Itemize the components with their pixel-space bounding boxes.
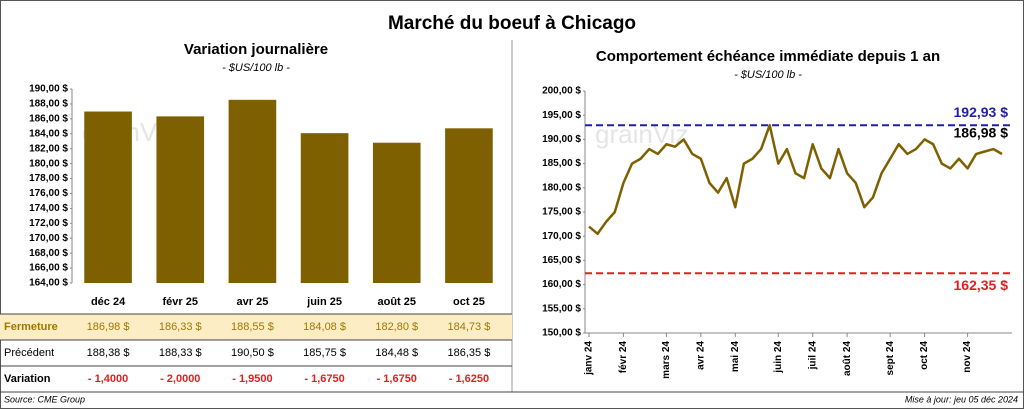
bar bbox=[445, 128, 493, 283]
chart-subtitle: - $US/100 lb - bbox=[734, 69, 802, 81]
table-cell: - 1,4000 bbox=[88, 373, 128, 385]
y-tick-label: 195,00 $ bbox=[542, 110, 581, 121]
row-label: Précédent bbox=[4, 347, 54, 359]
table-cell: 184,48 $ bbox=[375, 347, 418, 359]
y-tick-label: 172,00 $ bbox=[29, 218, 68, 229]
bar bbox=[84, 111, 132, 283]
x-tick-label: avr 24 bbox=[695, 341, 706, 370]
x-tick-label: oct 24 bbox=[919, 341, 930, 370]
bar bbox=[372, 142, 421, 283]
y-tick-label: 200,00 $ bbox=[542, 86, 581, 97]
y-tick-label: 174,00 $ bbox=[29, 203, 68, 214]
y-tick-label: 190,00 $ bbox=[29, 84, 68, 95]
table-cell: 188,33 $ bbox=[159, 347, 202, 359]
table-cell: 188,38 $ bbox=[87, 347, 130, 359]
x-tick-label: mars 24 bbox=[661, 341, 672, 379]
x-tick-label: juin 24 bbox=[773, 341, 784, 374]
y-tick-label: 176,00 $ bbox=[29, 188, 68, 199]
page-title: Marché du boeuf à Chicago bbox=[388, 13, 636, 34]
y-tick-label: 160,00 $ bbox=[542, 279, 581, 290]
y-tick-label: 188,00 $ bbox=[29, 99, 68, 110]
y-tick-label: 180,00 $ bbox=[29, 158, 68, 169]
row-label: Fermeture bbox=[4, 321, 58, 333]
x-tick-label: juin 25 bbox=[306, 296, 342, 308]
table-cell: - 1,6250 bbox=[449, 373, 489, 385]
reference-label: 192,93 $ bbox=[954, 104, 1009, 120]
table-cell: 184,73 $ bbox=[448, 321, 491, 333]
y-tick-label: 184,00 $ bbox=[29, 128, 68, 139]
chart-title: Comportement échéance immédiate depuis 1… bbox=[596, 48, 940, 65]
y-tick-label: 150,00 $ bbox=[542, 328, 581, 339]
x-tick-label: oct 25 bbox=[453, 296, 485, 308]
y-tick-label: 190,00 $ bbox=[542, 134, 581, 145]
close-row-bg bbox=[0, 314, 512, 340]
table-cell: 186,35 $ bbox=[448, 347, 491, 359]
chart-title: Variation journalière bbox=[184, 41, 328, 58]
y-tick-label: 166,00 $ bbox=[29, 263, 68, 274]
price-line bbox=[588, 123, 1003, 236]
x-tick-label: août 24 bbox=[842, 341, 853, 376]
y-tick-label: 186,00 $ bbox=[29, 113, 68, 124]
x-tick-label: nov 24 bbox=[962, 341, 973, 373]
x-tick-label: août 25 bbox=[377, 296, 416, 308]
bar bbox=[228, 99, 277, 283]
table-cell: 190,50 $ bbox=[231, 347, 274, 359]
x-tick-label: févr 25 bbox=[163, 296, 198, 308]
table-cell: 188,55 $ bbox=[231, 321, 274, 333]
y-tick-label: 170,00 $ bbox=[29, 233, 68, 244]
table-cell: - 1,9500 bbox=[232, 373, 272, 385]
y-tick-label: 175,00 $ bbox=[542, 207, 581, 218]
y-tick-label: 178,00 $ bbox=[29, 173, 68, 184]
watermark: grainViz bbox=[595, 119, 688, 149]
y-tick-label: 155,00 $ bbox=[542, 303, 581, 314]
y-tick-label: 164,00 $ bbox=[29, 278, 68, 289]
bar bbox=[156, 116, 205, 283]
x-tick-label: avr 25 bbox=[237, 296, 269, 308]
table-cell: 186,33 $ bbox=[159, 321, 202, 333]
table-cell: 185,75 $ bbox=[303, 347, 346, 359]
table-cell: - 1,6750 bbox=[304, 373, 344, 385]
bar bbox=[300, 133, 349, 283]
x-tick-label: juil 24 bbox=[807, 341, 818, 371]
x-tick-label: févr 24 bbox=[618, 341, 629, 374]
source: Source: CME Group bbox=[4, 394, 85, 404]
chart-subtitle: - $US/100 lb - bbox=[222, 62, 290, 74]
x-tick-label: mai 24 bbox=[730, 341, 741, 373]
y-tick-label: 165,00 $ bbox=[542, 255, 581, 266]
end-label: 186,98 $ bbox=[954, 125, 1009, 141]
updated: Mise à jour: jeu 05 déc 2024 bbox=[905, 394, 1018, 404]
reference-label: 162,35 $ bbox=[954, 277, 1009, 293]
x-tick-label: janv 24 bbox=[584, 341, 595, 376]
y-tick-label: 185,00 $ bbox=[542, 158, 581, 169]
table-cell: 186,98 $ bbox=[87, 321, 130, 333]
x-tick-label: déc 24 bbox=[91, 296, 126, 308]
table-cell: 184,08 $ bbox=[303, 321, 346, 333]
row-label: Variation bbox=[4, 373, 51, 385]
y-tick-label: 182,00 $ bbox=[29, 143, 68, 154]
y-tick-label: 168,00 $ bbox=[29, 248, 68, 259]
table-cell: - 2,0000 bbox=[160, 373, 200, 385]
y-tick-label: 170,00 $ bbox=[542, 231, 581, 242]
x-tick-label: sept 24 bbox=[885, 341, 896, 376]
y-tick-label: 180,00 $ bbox=[542, 182, 581, 193]
table-cell: - 1,6750 bbox=[377, 373, 417, 385]
table-cell: 182,80 $ bbox=[375, 321, 418, 333]
